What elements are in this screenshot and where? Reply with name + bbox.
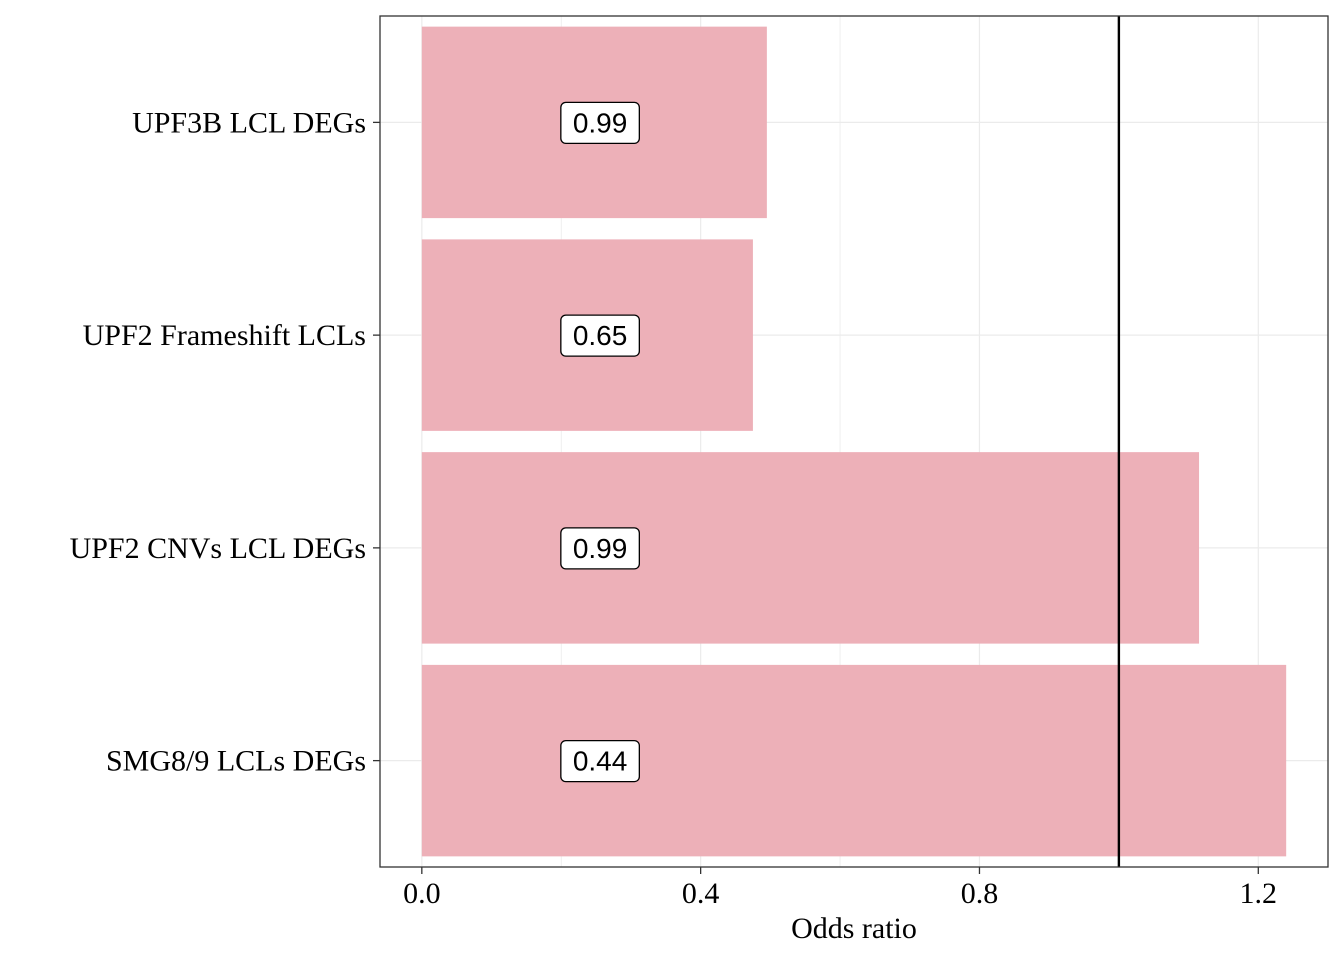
data-label-box-0	[560, 101, 640, 145]
data-label-3: 0.44	[573, 746, 628, 777]
y-category-label-3: SMG8/9 LCLs DEGs	[106, 745, 366, 778]
data-label-group-3: 0.44	[560, 739, 640, 783]
x-tick-label-2: 0.8	[961, 877, 999, 910]
panel-border	[379, 15, 1329, 868]
data-label-box-3	[560, 739, 640, 783]
data-label-group-0: 0.99	[560, 101, 640, 145]
x-axis-title: Odds ratio	[791, 912, 917, 945]
x-tick-label-0: 0.0	[403, 877, 441, 910]
y-category-label-1: UPF2 Frameshift LCLs	[83, 319, 366, 352]
y-category-label-2: UPF2 CNVs LCL DEGs	[70, 532, 366, 565]
x-tick-label-3: 1.2	[1240, 877, 1278, 910]
data-label-group-2: 0.99	[560, 527, 640, 570]
data-labels-layer: 0.99 0.65 0.99 0.44	[560, 101, 640, 783]
bars-layer	[421, 26, 1287, 857]
x-axis: 0.0 0.4 0.8 1.2	[403, 867, 1277, 910]
y-axis: UPF3B LCL DEGs UPF2 Frameshift LCLs UPF2 C…	[70, 106, 380, 778]
x-tick-label-1: 0.4	[682, 877, 720, 910]
y-category-label-0: UPF3B LCL DEGs	[132, 106, 366, 139]
data-label-group-1: 0.65	[560, 314, 640, 357]
bar-2	[421, 452, 1200, 644]
bar-3	[421, 664, 1287, 857]
data-label-2: 0.99	[573, 533, 628, 564]
data-label-1: 0.65	[573, 320, 628, 351]
data-label-box-2	[560, 527, 640, 570]
data-label-box-1	[560, 314, 640, 357]
data-label-0: 0.99	[573, 107, 628, 138]
